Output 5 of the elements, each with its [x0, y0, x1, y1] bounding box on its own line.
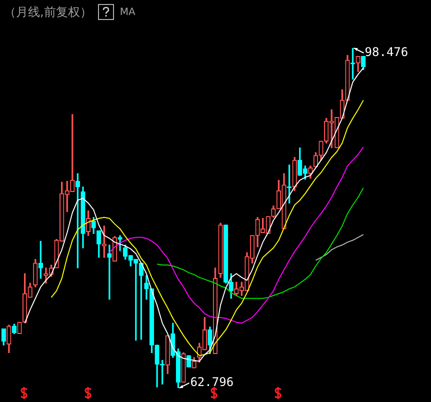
candlestick — [107, 244, 112, 300]
annotation: 98.476 — [364, 45, 408, 60]
chart-subtitle: MA — [120, 6, 136, 18]
chart-title: （月线,前复权） — [4, 4, 92, 20]
annotation: 62.796 — [190, 375, 234, 390]
